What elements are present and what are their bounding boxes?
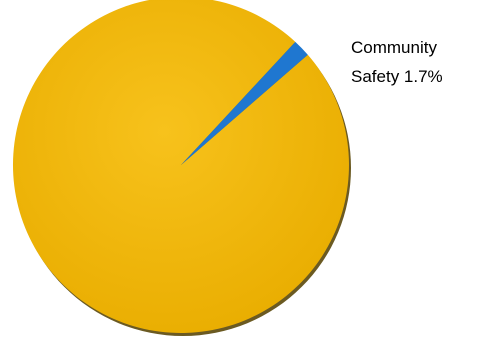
data-label-community-safety: Community Safety 1.7% [351, 38, 443, 86]
pie-slice-main [13, 0, 349, 333]
data-label-line-2: Safety 1.7% [351, 67, 443, 86]
slices-group [13, 0, 349, 333]
pie-slice-community-safety [181, 41, 308, 165]
data-label-line-1: Community [351, 38, 437, 57]
